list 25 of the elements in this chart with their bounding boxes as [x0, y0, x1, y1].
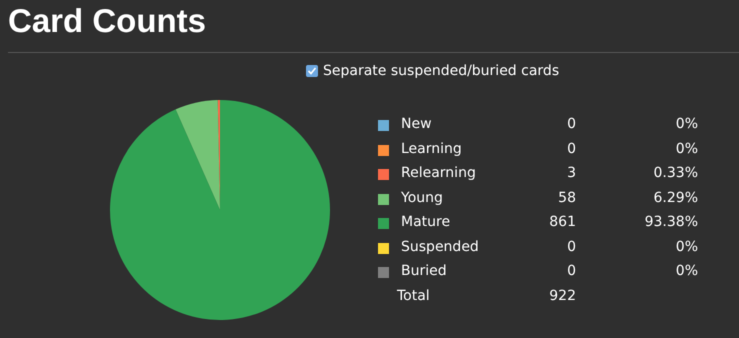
data-label: 58	[558, 190, 576, 206]
text: Total	[397, 288, 430, 304]
text: 93.38%	[644, 214, 698, 230]
legend-label: Mature	[401, 214, 450, 230]
text: 0	[567, 263, 576, 279]
text: Separate suspended/buried cards	[323, 63, 560, 79]
text: 0.33%	[654, 165, 698, 181]
legend-label: Buried	[401, 263, 447, 279]
data-label: 861	[549, 214, 576, 230]
legend-label: Suspended	[401, 238, 479, 254]
chart-title: Card Counts	[8, 2, 206, 40]
text: 0%	[676, 263, 698, 279]
text: 6.29%	[654, 190, 698, 206]
text: 0	[567, 140, 576, 156]
data-label: 3	[567, 165, 576, 181]
legend-label: Relearning	[401, 165, 476, 181]
legend-label: New	[401, 116, 432, 132]
text: 0	[567, 116, 576, 132]
text: 0%	[676, 238, 698, 254]
text: 0	[567, 238, 576, 254]
text: 0%	[676, 116, 698, 132]
text: 922	[549, 288, 576, 304]
legend-label: Young	[401, 190, 443, 206]
text: 0%	[676, 140, 698, 156]
legend-label: Learning	[401, 140, 462, 156]
